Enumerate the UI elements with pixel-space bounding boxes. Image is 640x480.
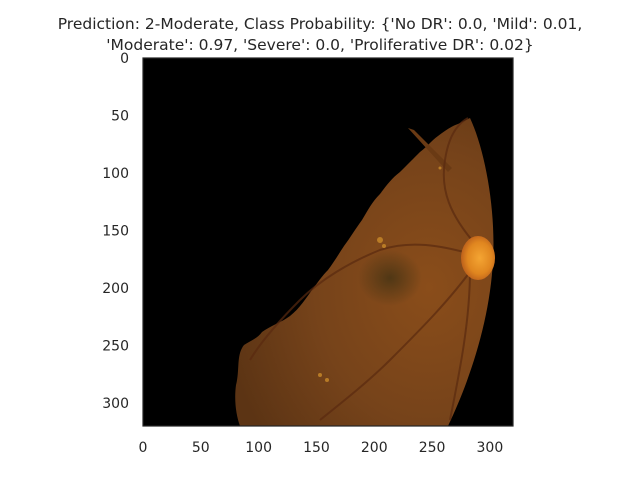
x-tick-label: 250 [419,440,446,456]
fundus-image [143,58,513,426]
vessel-strip [408,128,452,172]
x-tick-label: 0 [139,440,148,456]
x-tick-label: 150 [303,440,330,456]
x-tick-label: 50 [192,440,210,456]
y-tick-label: 300 [102,396,129,412]
x-tick-label: 300 [477,440,504,456]
y-tick-label: 150 [102,224,129,240]
optic-disc [461,236,495,280]
y-axis: 0 50 100 150 200 250 300 [102,51,129,412]
y-tick-label: 0 [120,51,129,67]
axes-frame [142,57,514,427]
y-tick-label: 200 [102,281,129,297]
x-tick-label: 200 [361,440,388,456]
chart-title-line-2: 'Moderate': 0.97, 'Severe': 0.0, 'Prolif… [106,36,534,54]
chart-title-line-1: Prediction: 2-Moderate, Class Probabilit… [57,15,583,33]
exudates [318,166,442,382]
x-axis: 0 50 100 150 200 250 300 [139,440,504,456]
y-tick-label: 50 [111,109,129,125]
macula [358,250,422,306]
y-tick-label: 100 [102,166,129,182]
blood-vessels [249,117,477,421]
chart-title: Prediction: 2-Moderate, Class Probabilit… [0,14,640,56]
x-tick-label: 100 [245,440,272,456]
y-tick-label: 250 [102,339,129,355]
